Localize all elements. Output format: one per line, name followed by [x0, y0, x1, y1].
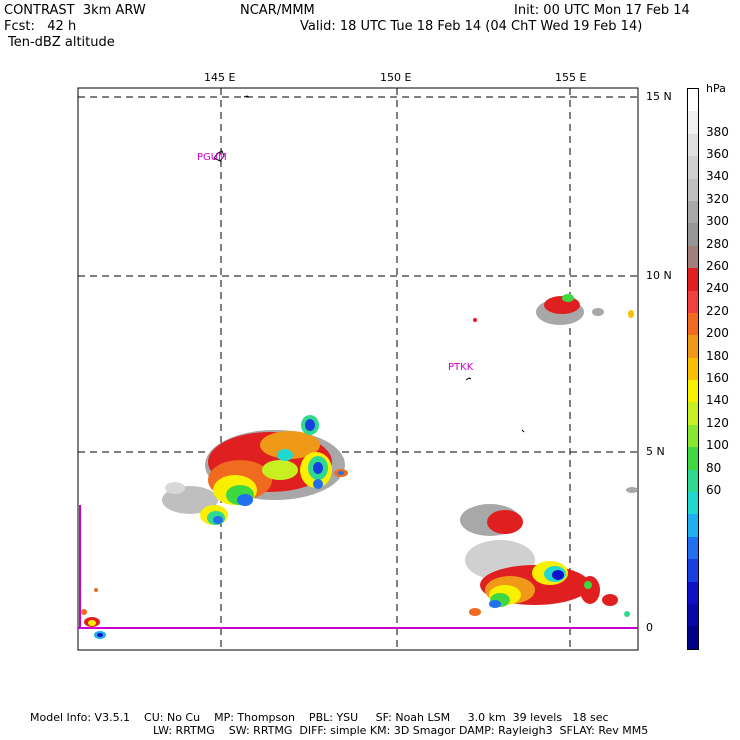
colorbar-swatch	[688, 536, 698, 560]
colorbar-swatch	[688, 492, 698, 515]
colorbar-label: 220	[706, 303, 729, 318]
colorbar-label: 360	[706, 147, 729, 161]
colorbar-label: 260	[706, 259, 729, 273]
lat-tick-10n: 10 N	[646, 269, 672, 282]
lat-lon-grid	[78, 88, 638, 650]
colorbar-swatch	[688, 357, 698, 381]
colorbar-swatch	[688, 200, 698, 224]
colorbar-label: 380	[706, 124, 729, 139]
colorbar-swatch	[688, 380, 698, 403]
island-chuuk	[465, 377, 472, 381]
colorbar-label: 100	[706, 438, 729, 453]
lat-tick-0: 0	[646, 621, 653, 634]
station-label-pgum: PGUM	[197, 152, 227, 163]
colorbar-label: 60	[706, 483, 722, 497]
map-frame	[77, 87, 639, 651]
colorbar-label: 180	[706, 348, 729, 363]
field-name: Ten-dBZ altitude	[8, 35, 115, 50]
lon-tick-150: 150 E	[380, 71, 412, 84]
lon-tick-145: 145 E	[204, 71, 236, 84]
colorbar-label: 140	[706, 393, 729, 408]
storm-cells-southwest	[81, 588, 106, 639]
colorbar-swatch	[688, 89, 698, 112]
valid-time: Valid: 18 UTC Tue 18 Feb 14 (04 ChT Wed …	[300, 19, 643, 34]
lat-tick-15n: 15 N	[646, 90, 672, 103]
colorbar-swatch	[688, 312, 698, 336]
footer-model-info: Model Info: V3.5.1 CU: No Cu MP: Thompso…	[30, 711, 609, 724]
colorbar-swatch	[688, 290, 698, 313]
colorbar-label: 320	[706, 191, 729, 206]
colorbar-swatch	[688, 626, 698, 649]
colorbar-swatch	[688, 133, 698, 157]
colorbar-label: 120	[706, 415, 729, 430]
colorbar-swatch	[688, 514, 698, 537]
colorbar-label: 280	[706, 236, 729, 251]
island-small	[521, 429, 525, 433]
colorbar-label: 160	[706, 371, 729, 385]
colorbar-unit: hPa	[706, 82, 726, 95]
colorbar	[687, 88, 699, 650]
colorbar-swatch	[688, 111, 698, 134]
colorbar-swatch	[688, 178, 698, 201]
colorbar-swatch	[688, 245, 698, 269]
colorbar-swatch	[688, 156, 698, 179]
storm-cluster-northeast	[473, 294, 634, 325]
organization: NCAR/MMM	[240, 3, 315, 18]
init-time: Init: 00 UTC Mon 17 Feb 14	[514, 3, 690, 18]
colorbar-swatch	[688, 559, 698, 582]
colorbar-swatch	[688, 268, 698, 291]
colorbar-label: 80	[706, 460, 722, 475]
island-guam	[213, 150, 225, 162]
colorbar-swatch	[688, 581, 698, 604]
colorbar-swatch	[688, 447, 698, 470]
forecast-hour: Fcst: 42 h	[4, 19, 77, 34]
island-north	[243, 95, 250, 98]
colorbar-swatch	[688, 603, 698, 627]
colorbar-label: 240	[706, 281, 729, 296]
colorbar-swatch	[688, 402, 698, 425]
lat-tick-5n: 5 N	[646, 445, 665, 458]
colorbar-swatch	[688, 469, 698, 493]
model-title: CONTRAST 3km ARW	[4, 3, 146, 18]
colorbar-label: 340	[706, 169, 729, 184]
storm-cluster-southeast	[460, 487, 638, 617]
station-label-ptkk: PTKK	[448, 362, 474, 373]
colorbar-label: 200	[706, 326, 729, 341]
colorbar-swatch	[688, 424, 698, 448]
footer-physics-info: LW: RRTMG SW: RRTMG DIFF: simple KM: 3D …	[153, 724, 649, 737]
colorbar-swatch	[688, 223, 698, 246]
storm-cluster-west	[162, 415, 348, 525]
colorbar-swatch	[688, 335, 698, 358]
colorbar-label: 300	[706, 214, 729, 229]
lon-tick-155: 155 E	[555, 71, 587, 84]
